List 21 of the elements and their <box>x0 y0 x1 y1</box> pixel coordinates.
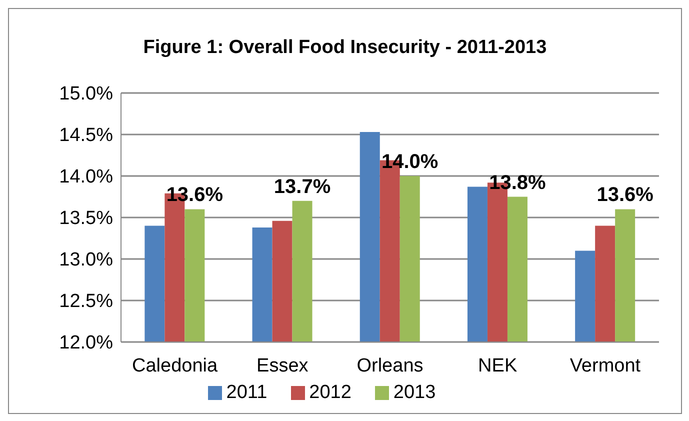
legend-label: 2013 <box>393 382 436 403</box>
y-tick-label: 12.5% <box>59 291 114 312</box>
x-tick-label: NEK <box>478 355 518 376</box>
legend-label: 2011 <box>226 382 268 403</box>
y-tick-label: 13.5% <box>59 208 114 230</box>
data-label: 13.6% <box>166 184 224 206</box>
y-tick-label: 12.0% <box>59 332 114 354</box>
x-tick-label: Vermont <box>570 355 642 376</box>
y-tick-label: 13.0% <box>59 250 114 271</box>
legend-label: 2012 <box>309 382 352 403</box>
y-tick-label: 15.0% <box>59 84 114 105</box>
data-label: 13.6% <box>596 184 654 206</box>
data-label: 13.8% <box>489 172 546 194</box>
x-tick-label: Caledonia <box>132 355 218 376</box>
data-label: 14.0% <box>382 151 438 173</box>
chart-title: Figure 1: Overall Food Insecurity - 2011-2013 <box>142 37 548 59</box>
y-tick-label: 14.5% <box>59 125 114 146</box>
x-tick-label: Orleans <box>356 355 424 376</box>
y-tick-label: 14.0% <box>59 166 114 188</box>
x-tick-label: Essex <box>256 355 309 376</box>
data-label: 13.7% <box>274 176 331 198</box>
